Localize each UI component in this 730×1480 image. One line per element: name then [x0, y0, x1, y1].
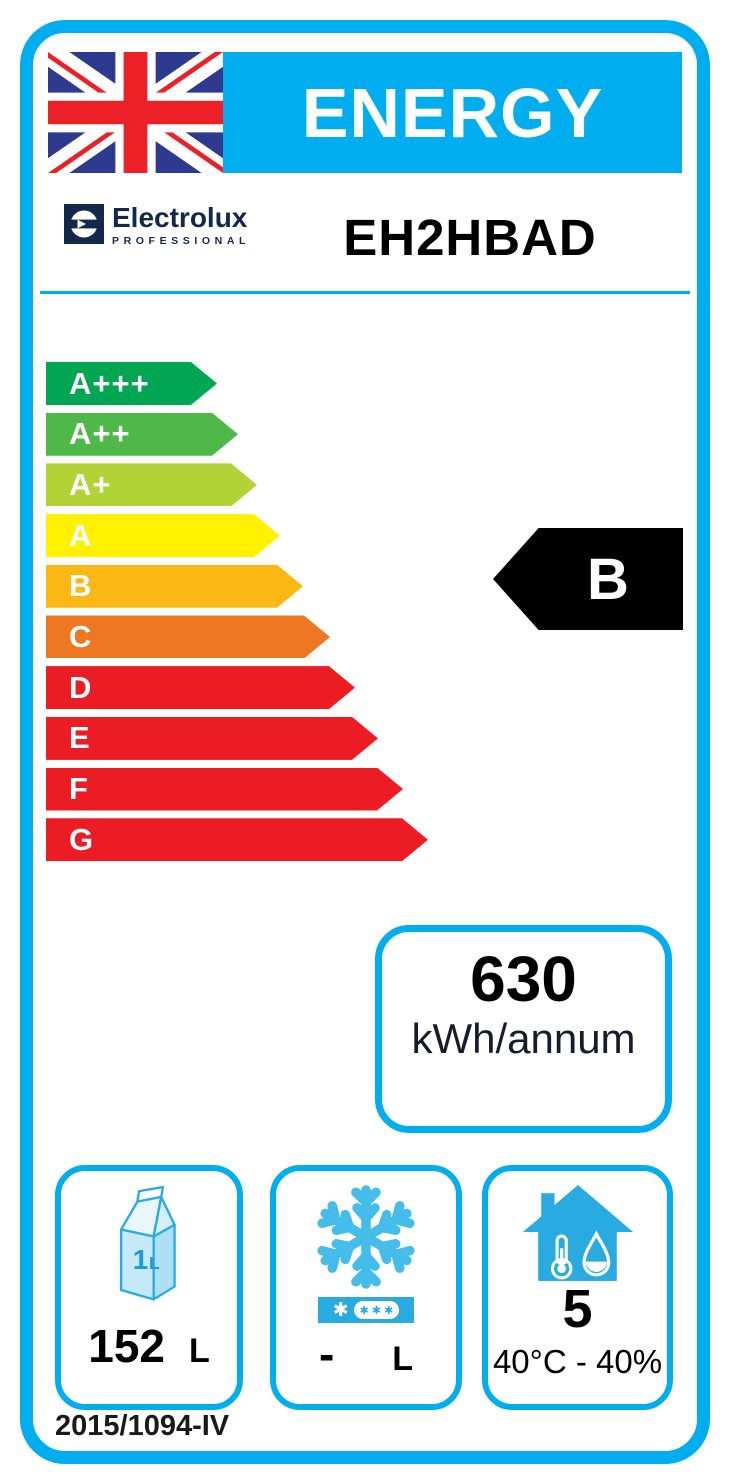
label-frame [20, 20, 710, 1464]
climate-class-value: 5 [562, 1279, 593, 1339]
freezer-box: ✱ ✱ ✱ ✱ - L [270, 1165, 462, 1410]
rating-arrow-aplusplusplus: A+++ [46, 362, 217, 405]
star-icon: ✱ [359, 1303, 369, 1317]
rating-arrow-aplusplus: A++ [46, 413, 238, 456]
rating-indicator-arrow: B [493, 528, 683, 630]
climate-class-box: 5 40°C - 40% [482, 1165, 673, 1410]
rating-letter: F [69, 771, 89, 806]
freezer-unit: L [392, 1340, 414, 1378]
carton-volume-value: 1 [133, 1244, 149, 1275]
rating-letter: A+++ [69, 365, 150, 401]
volume-value: 152 [88, 1320, 165, 1372]
snowflake-icon [310, 1185, 422, 1293]
rating-letter: D [69, 669, 93, 705]
brand-subtitle: PROFESSIONAL [112, 235, 251, 247]
carton-volume-unit: L [149, 1253, 160, 1273]
energy-title-bar: ENERGY [223, 52, 682, 173]
rating-arrow-c: C [46, 615, 330, 658]
net-volume-box: 1 L 152 L [55, 1165, 243, 1410]
star-icon: ✱ [384, 1303, 394, 1317]
rating-arrow-b: B [46, 565, 303, 608]
rating-letter: G [69, 821, 95, 857]
brand-text: Electrolux PROFESSIONAL [112, 202, 251, 248]
brand-name: Electrolux [112, 202, 248, 233]
rating-arrow-d: D [46, 666, 355, 709]
rating-letter: C [69, 618, 93, 654]
rating-letter: A [69, 517, 93, 553]
energy-consumption-value: 630 [470, 943, 577, 1015]
star-icon: ✱ [371, 1303, 382, 1317]
rating-letter: B [69, 568, 93, 604]
volume-unit: L [188, 1332, 210, 1370]
rating-indicator-letter: B [587, 546, 629, 612]
regulation-number: 2015/1094-IV [55, 1410, 230, 1442]
rating-letter: A+ [69, 466, 112, 502]
energy-title: ENERGY [301, 73, 604, 152]
climate-condition: 40°C - 40% [492, 1343, 663, 1380]
rating-letter: A++ [69, 416, 131, 452]
rating-scale: A+++ A++ A+ A B C D E F G [46, 362, 428, 869]
uk-flag-icon [48, 52, 223, 173]
rating-arrow-f: F [46, 768, 403, 811]
house-climate-icon [522, 1185, 633, 1281]
rating-letter: E [69, 720, 91, 756]
star-pill: ✱ ✱ ✱ [353, 1301, 400, 1319]
rating-arrow-g: G [46, 818, 428, 861]
energy-consumption-box: 630 kWh/annum [375, 925, 672, 1133]
star-rating-badge: ✱ ✱ ✱ ✱ [318, 1297, 414, 1323]
separator-line [40, 291, 690, 294]
rating-arrow-a: A [46, 514, 280, 557]
model-number: EH2HBAD [343, 209, 597, 266]
rating-arrow-aplus: A+ [46, 463, 257, 506]
milk-carton-icon: 1 L [119, 1185, 176, 1301]
freezer-value: - [318, 1328, 335, 1380]
energy-consumption-unit: kWh/annum [411, 1015, 636, 1062]
star-icon: ✱ [332, 1298, 349, 1321]
rating-arrow-e: E [46, 717, 378, 760]
electrolux-logo-icon [64, 204, 104, 244]
